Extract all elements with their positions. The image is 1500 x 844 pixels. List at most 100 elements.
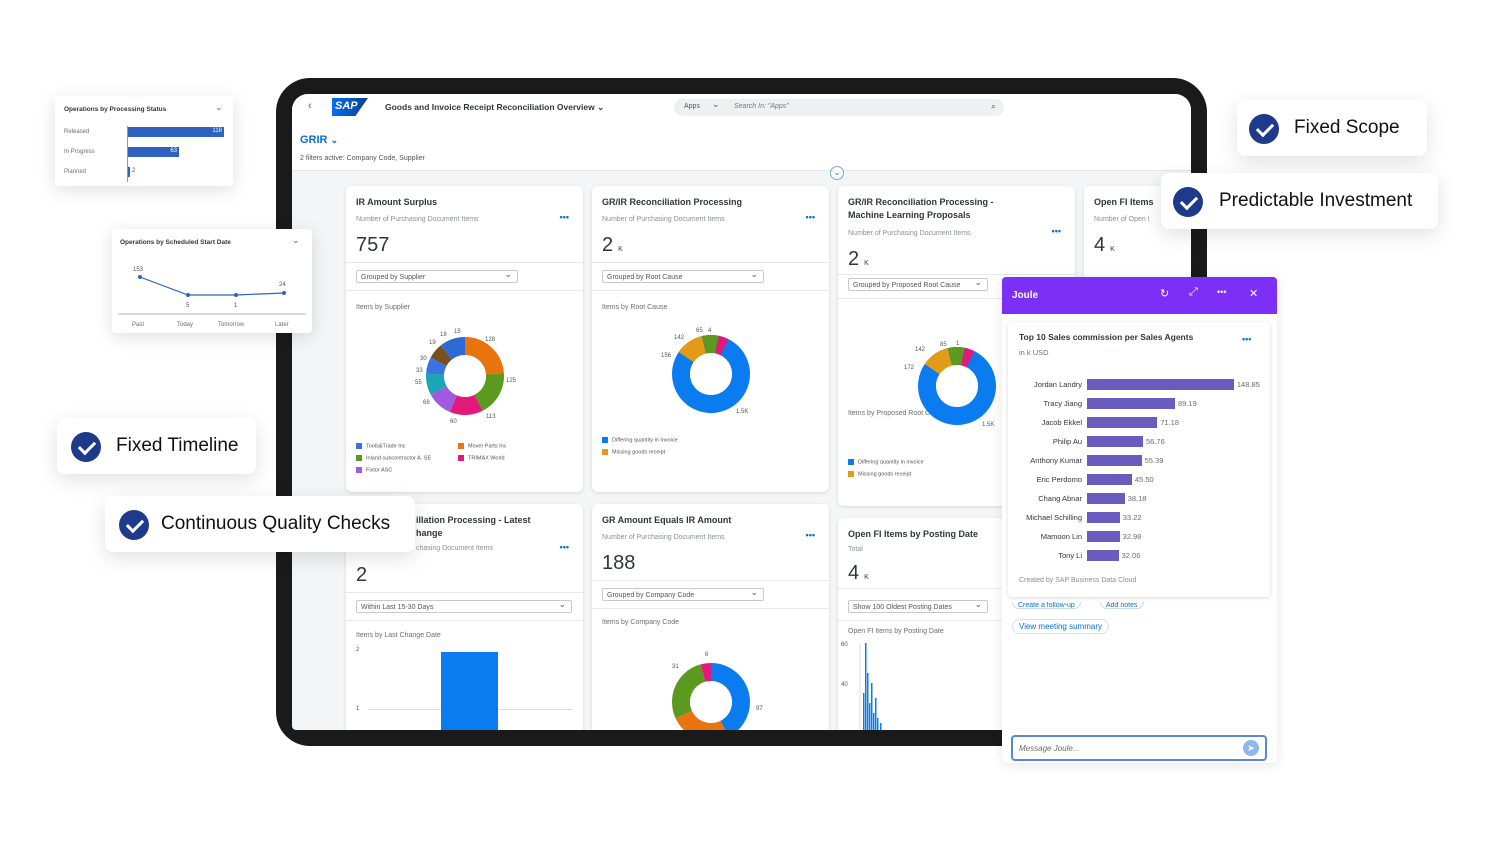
- suggestion-meeting-summary[interactable]: View meeting summary: [1012, 619, 1109, 634]
- donut-label: 4: [708, 328, 712, 334]
- variant-title: GRIR: [300, 134, 328, 146]
- send-icon[interactable]: ➤: [1243, 740, 1259, 756]
- bar-category-label: Tony Li: [1058, 551, 1082, 560]
- donut-label: 1.5K: [736, 409, 748, 415]
- tile-title: Open FI Items: [1094, 197, 1154, 207]
- row-label: In Progress: [64, 149, 95, 155]
- slice-3: [426, 337, 504, 415]
- page-header: GRIR ⌄ 2 filters active: Company Code, S…: [292, 122, 1191, 171]
- variant-selector[interactable]: GRIR ⌄: [300, 134, 338, 146]
- axis-label: Tomorrow: [218, 322, 245, 328]
- more-icon[interactable]: •••: [805, 530, 815, 540]
- more-icon[interactable]: •••: [805, 212, 815, 222]
- history-icon[interactable]: ↻: [1160, 288, 1170, 300]
- axis-tick: 40: [841, 682, 848, 688]
- divider: [346, 592, 583, 593]
- bar: [128, 167, 130, 177]
- bar: [1087, 417, 1158, 428]
- bar: [880, 723, 882, 730]
- close-icon[interactable]: ✕: [1249, 288, 1259, 300]
- sap-logo-text: SAP: [335, 100, 358, 112]
- divider: [838, 588, 1075, 589]
- app-title[interactable]: Goods and Invoice Receipt Reconciliation…: [385, 102, 604, 113]
- chevron-down-icon[interactable]: ⌄: [215, 102, 223, 112]
- slice-8: [426, 337, 504, 415]
- point-label: 24: [279, 282, 286, 288]
- axis-label: Later: [275, 322, 289, 328]
- divider: [346, 262, 583, 263]
- card-title: Operations by Scheduled Start Date: [120, 239, 231, 246]
- tile-ir-amount-surplus[interactable]: IR Amount Surplus Number of Purchasing D…: [346, 186, 583, 492]
- card-footer: Created by SAP Business Data Cloud: [1019, 577, 1137, 584]
- chart-label: Items by Proposed Root Cause: [848, 410, 946, 417]
- bar: 118: [128, 127, 224, 137]
- badge-label: Continuous Quality Checks: [161, 513, 391, 534]
- scheduled-start-card[interactable]: Operations by Scheduled Start Date ⌄ 153…: [112, 229, 312, 333]
- shell-bar: ‹ SAP Goods and Invoice Receipt Reconcil…: [292, 94, 1191, 122]
- check-icon: [1249, 114, 1279, 144]
- search-input[interactable]: Search In: "Apps": [734, 103, 789, 110]
- bar: [869, 703, 871, 730]
- legend-item: Missing goods receipt: [602, 449, 665, 455]
- date-range-select[interactable]: Within Last 15-30 Days: [356, 598, 572, 613]
- search-scope[interactable]: Apps: [684, 103, 700, 110]
- more-icon[interactable]: •••: [1217, 287, 1227, 297]
- axis-tick: 2: [356, 647, 360, 653]
- sap-logo[interactable]: SAP: [332, 98, 368, 116]
- point: [282, 291, 286, 295]
- divider: [346, 290, 583, 291]
- donut-label: 68: [423, 400, 430, 406]
- card-subtitle: in k USD: [1019, 348, 1049, 357]
- input-placeholder: Message Joule...: [1019, 744, 1080, 753]
- group-select[interactable]: Grouped by Proposed Root Cause: [848, 276, 988, 291]
- check-icon: [1173, 187, 1203, 217]
- bar: [1087, 474, 1132, 485]
- donut-label: 1: [956, 341, 960, 347]
- tile-gr-equals-ir[interactable]: GR Amount Equals IR Amount Number of Pur…: [592, 504, 829, 730]
- legend-item: Mover Parts Inc: [458, 443, 507, 449]
- posting-dates-select[interactable]: Show 100 Oldest Posting Dates: [848, 598, 988, 613]
- legend-item: Differing quantity in invoice: [848, 459, 924, 465]
- bar: [863, 693, 865, 730]
- search-icon[interactable]: ⌕: [990, 101, 996, 111]
- bar-category-label: Chang Abnar: [1038, 494, 1082, 503]
- proposed-root-cause-donut-chart: 142 85 1 172 1.5K: [904, 341, 996, 428]
- bar-chart: Jordan Landry 148.85 Tracy Jiang 89.19 Jacob…: [1008, 379, 1270, 569]
- kpi-value: 188: [602, 552, 636, 574]
- suggestion-follow-up[interactable]: Create a follow-up: [1012, 602, 1081, 609]
- group-select[interactable]: Grouped by Supplier: [356, 268, 518, 283]
- search-bar[interactable]: Apps ⌄ Search In: "Apps" ⌕: [674, 99, 1004, 116]
- processing-status-card[interactable]: Operations by Processing Status ⌄ Releas…: [55, 96, 233, 186]
- bar-category-label: Tracy Jiang: [1043, 399, 1083, 408]
- chevron-down-icon[interactable]: ⌄: [292, 235, 300, 245]
- badge-label: Fixed Scope: [1294, 117, 1400, 138]
- joule-message-input[interactable]: Message Joule... ➤: [1011, 735, 1267, 761]
- check-icon: [71, 432, 101, 462]
- more-icon[interactable]: •••: [1051, 226, 1061, 236]
- app-title-text: Goods and Invoice Receipt Reconciliation…: [385, 102, 595, 112]
- bar-category-label: Michael Schilling: [1026, 513, 1082, 522]
- tile-grir-ml-proposals[interactable]: GR/IR Reconciliation Processing - Machin…: [838, 186, 1075, 506]
- point-label: 5: [186, 303, 190, 309]
- tile-grir-processing[interactable]: GR/IR Reconciliation Processing Number o…: [592, 186, 829, 492]
- slice-green: [672, 335, 750, 413]
- collapse-header-button[interactable]: ⌄: [830, 166, 844, 180]
- back-icon[interactable]: ‹: [308, 100, 312, 112]
- bar-value-label: 32.98: [1122, 532, 1142, 541]
- suggestion-add-notes[interactable]: Add notes: [1100, 602, 1144, 609]
- bar: 63: [128, 147, 179, 157]
- more-icon[interactable]: •••: [559, 542, 569, 552]
- tile-title: GR/IR Reconciliation Processing - Machin…: [848, 197, 994, 220]
- more-icon[interactable]: •••: [1242, 334, 1252, 344]
- expand-icon[interactable]: ⤢: [1189, 286, 1198, 298]
- group-select[interactable]: Grouped by Company Code: [602, 586, 764, 601]
- group-select[interactable]: Grouped by Root Cause: [602, 268, 764, 283]
- donut-label: 172: [904, 365, 915, 371]
- axis-tick: 1: [356, 706, 360, 712]
- donut-label: 15: [454, 329, 461, 335]
- donut-label: 1.5K: [982, 422, 994, 428]
- tile-subtitle: Number of Purchasing Document Items: [602, 534, 725, 541]
- more-icon[interactable]: •••: [559, 212, 569, 222]
